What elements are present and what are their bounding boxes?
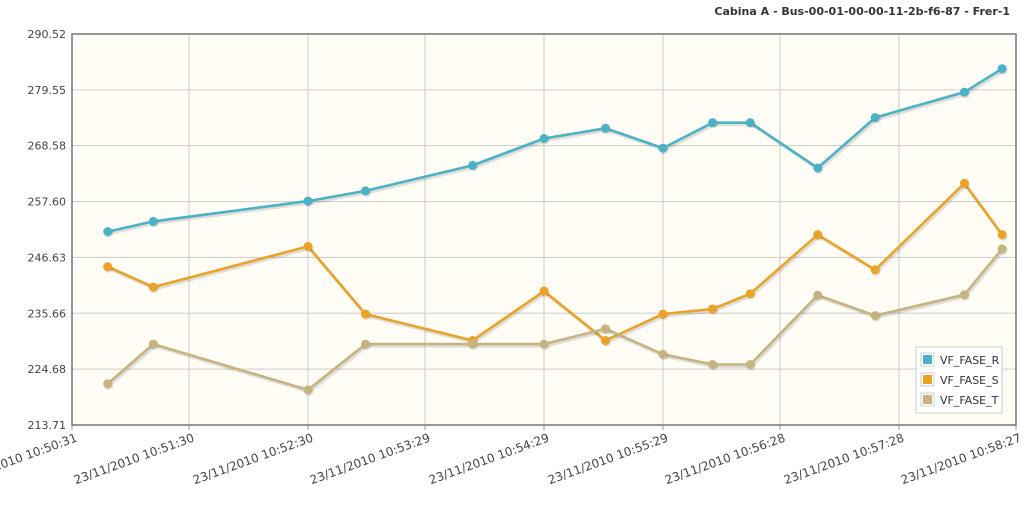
legend-swatch xyxy=(923,395,932,404)
data-point xyxy=(148,282,158,292)
data-point xyxy=(539,339,549,349)
data-point xyxy=(745,359,755,369)
data-point xyxy=(708,118,718,128)
data-point xyxy=(959,178,969,188)
data-point xyxy=(959,87,969,97)
y-tick-label: 268.58 xyxy=(28,140,67,153)
x-tick-label: 23/11/2010 10:55:29 xyxy=(546,431,670,488)
plot-border xyxy=(71,33,1017,426)
x-tick-label: 23/11/2010 10:53:29 xyxy=(308,431,432,488)
data-point xyxy=(468,339,478,349)
data-point xyxy=(103,227,113,237)
data-point xyxy=(813,290,823,300)
data-point xyxy=(468,160,478,170)
chart-title: Cabina A - Bus-00-01-00-00-11-2b-f6-87 -… xyxy=(714,5,1010,18)
legend-label: VF_FASE_S xyxy=(940,374,999,387)
data-point xyxy=(813,230,823,240)
data-point xyxy=(361,339,371,349)
data-point xyxy=(997,230,1007,240)
series-line xyxy=(107,182,1004,342)
data-point xyxy=(959,290,969,300)
data-point xyxy=(303,241,313,251)
data-point xyxy=(658,143,668,153)
x-tick-label: 23/11/2010 10:51:30 xyxy=(72,431,196,488)
series-VF_FASE_T xyxy=(103,244,1008,396)
series-VF_FASE_S xyxy=(103,178,1008,347)
y-tick-label: 246.63 xyxy=(28,251,67,264)
data-point xyxy=(745,118,755,128)
x-tick-label: 23/11/2010 10:54:29 xyxy=(427,431,551,488)
data-point xyxy=(539,286,549,296)
x-tick-label: 23/11/2010 10:56:28 xyxy=(663,431,787,488)
x-tick-label: 23/11/2010 10:50:31 xyxy=(0,431,79,488)
y-tick-label: 257.60 xyxy=(28,196,67,209)
data-point xyxy=(997,64,1007,74)
data-point xyxy=(600,324,610,334)
data-point xyxy=(148,339,158,349)
data-point xyxy=(600,123,610,133)
y-tick-label: 235.66 xyxy=(28,307,67,320)
data-point xyxy=(870,311,880,321)
data-point xyxy=(813,163,823,173)
y-tick-label: 279.55 xyxy=(28,84,67,97)
legend-swatch xyxy=(923,355,932,364)
y-tick-label: 224.68 xyxy=(28,363,67,376)
legend-label: VF_FASE_T xyxy=(940,394,999,407)
x-tick-label: 23/11/2010 10:52:30 xyxy=(191,431,315,488)
data-point xyxy=(303,385,313,395)
series-line xyxy=(107,67,1003,233)
data-point xyxy=(997,244,1007,254)
data-point xyxy=(103,379,113,389)
series-line xyxy=(106,248,1004,392)
data-point xyxy=(539,133,549,143)
series-VF_FASE_R xyxy=(103,64,1008,238)
x-tick-label: 23/11/2010 10:58:27 xyxy=(899,431,1023,488)
legend: VF_FASE_R VF_FASE_S VF_FASE_T xyxy=(915,346,1003,414)
y-tick-label: 213.71 xyxy=(28,419,67,432)
data-point xyxy=(658,309,668,319)
legend-swatch xyxy=(923,375,932,384)
data-point xyxy=(600,336,610,346)
data-point xyxy=(870,265,880,275)
data-point xyxy=(361,309,371,319)
data-point xyxy=(361,186,371,196)
y-tick-label: 290.52 xyxy=(28,28,67,41)
series-shadow xyxy=(108,69,1005,236)
data-point xyxy=(103,262,113,272)
data-point xyxy=(708,304,718,314)
x-tick-label: 23/11/2010 10:57:28 xyxy=(782,431,906,488)
data-point xyxy=(745,289,755,299)
data-point xyxy=(148,216,158,226)
data-point xyxy=(303,196,313,206)
data-point xyxy=(708,359,718,369)
legend-label: VF_FASE_R xyxy=(940,354,1000,367)
data-point xyxy=(870,113,880,123)
data-point xyxy=(658,349,668,359)
